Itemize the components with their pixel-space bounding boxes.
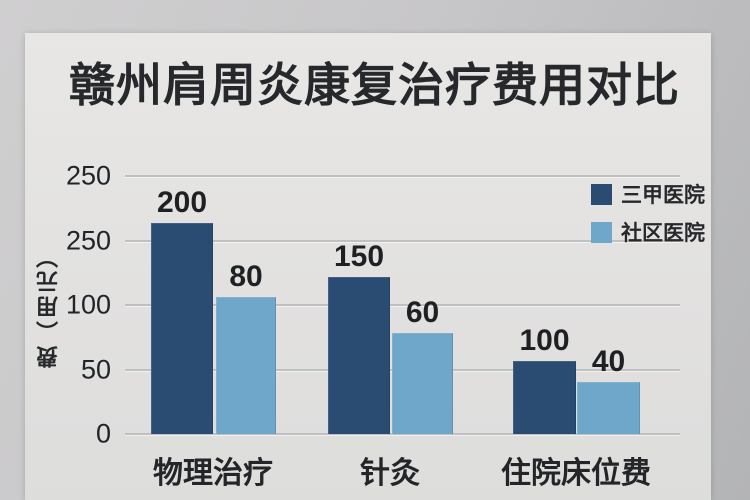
gridline (125, 239, 680, 242)
legend-item: 三甲医院 (591, 179, 705, 209)
y-axis-title-container: 费（用元） (33, 176, 65, 434)
y-axis-title: 费（用元） (36, 242, 61, 368)
bar-三甲医院-针灸: 150 (328, 240, 390, 434)
bar-value-label: 60 (405, 296, 440, 329)
bar-三甲医院-物理治疗: 200 (151, 186, 213, 434)
bar-社区医院-针灸: 60 (392, 296, 453, 434)
legend-swatch-icon (591, 221, 612, 243)
bar-value-label: 150 (333, 240, 385, 273)
chart-title: 赣州肩周炎康复治疗费用对比 (69, 59, 680, 111)
bar-value-label: 100 (519, 324, 570, 357)
plot-area: 250 250 100 50 0 200 150 100 80 60 40 (66, 161, 680, 449)
bar-社区医院-住院床位费: 40 (577, 345, 640, 434)
x-category-label: 住院床位费 (501, 457, 651, 490)
bar-value-label: 200 (156, 186, 208, 219)
y-tick-label: 50 (80, 354, 111, 384)
legend-item: 社区医院 (591, 217, 705, 247)
legend-label: 社区医院 (621, 222, 705, 245)
bar-value-label: 40 (591, 345, 626, 378)
legend-label: 三甲医院 (621, 184, 705, 207)
x-category-label: 物理治疗 (153, 457, 273, 490)
bar-三甲医院-住院床位费: 100 (513, 324, 576, 434)
bar-value-label: 80 (229, 260, 263, 293)
y-tick-label: 0 (95, 418, 111, 449)
y-tick-label: 250 (65, 225, 111, 255)
y-tick-label: 250 (65, 160, 111, 191)
gridline (125, 175, 680, 177)
legend-swatch-icon (591, 183, 612, 205)
gridline (125, 433, 680, 435)
legend: 三甲医院 社区医院 (591, 179, 705, 247)
bar-社区医院-物理治疗: 80 (216, 260, 276, 434)
chart-card: 赣州肩周炎康复治疗费用对比 费（用元） 250 250 100 50 0 200 150 10… (25, 33, 711, 500)
y-tick-label: 100 (65, 289, 111, 320)
gridline (125, 304, 680, 306)
x-category-label: 针灸 (360, 457, 420, 490)
